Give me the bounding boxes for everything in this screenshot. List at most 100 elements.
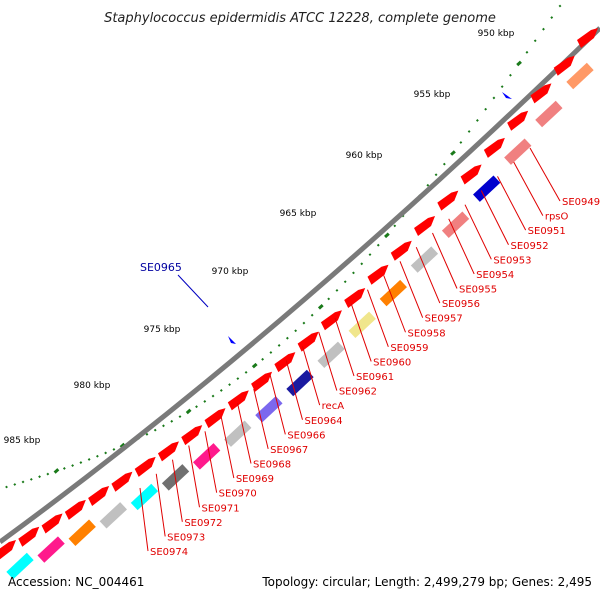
leader-line [383,275,406,333]
cds-arrow[interactable] [134,456,156,477]
feature-block[interactable] [224,420,252,447]
minor-tick-dot [542,27,545,31]
gene-label[interactable]: SE0971 [202,503,240,514]
gene-label[interactable]: rpsO [545,212,569,223]
leader-line [464,204,492,260]
leader-line [155,473,166,537]
gene-label[interactable]: SE0959 [390,343,428,354]
genome-backbone [0,26,600,545]
cds-arrow[interactable] [414,216,436,237]
gene-label[interactable]: SE0955 [459,285,497,296]
minor-tick-dot [558,4,562,8]
cds-arrow[interactable] [507,110,529,131]
gene-label[interactable]: SE0953 [493,255,531,266]
minor-tick-dot [79,461,83,464]
minor-tick-dot [153,428,157,432]
minor-tick-dot [500,85,504,89]
gene-label[interactable]: SE0974 [150,547,188,558]
feature-block[interactable] [193,443,221,470]
minor-tick-dot [533,39,537,43]
gene-label[interactable]: SE0970 [219,489,257,500]
feature-block[interactable] [566,62,594,90]
minor-tick-dot [285,336,289,340]
feature-block[interactable] [99,502,127,529]
gene-label[interactable]: SE0967 [270,445,308,456]
cds-arrow[interactable] [64,499,86,520]
gene-label[interactable]: SE0964 [305,416,343,427]
cds-arrow[interactable] [553,55,575,76]
gene-label[interactable]: SE0961 [356,372,394,383]
cds-arrow[interactable] [367,264,389,285]
cds-arrow[interactable] [577,28,598,48]
cds-arrow[interactable] [181,425,203,446]
highlight-leader-line [177,274,209,308]
cds-arrow[interactable] [483,137,505,158]
feature-block[interactable] [130,483,159,511]
feature-tracks [0,28,598,580]
tick-label: 980 kbp [74,381,111,391]
cds-arrow[interactable] [320,310,342,331]
cds-arrow[interactable] [18,526,40,547]
gene-label[interactable]: SE0966 [287,430,325,441]
cds-arrow[interactable] [227,390,249,411]
cds-arrow[interactable] [297,331,319,352]
gene-label[interactable]: SE0973 [167,532,205,543]
cds-arrow[interactable] [251,371,273,392]
leader-line [204,431,218,493]
gene-label[interactable]: SE0962 [339,387,377,398]
feature-block[interactable] [255,396,283,423]
cds-arrow[interactable] [460,164,482,185]
minor-tick-dot [211,394,215,398]
minor-tick-dot [335,288,339,292]
feature-block[interactable] [410,246,439,273]
gene-label-se0965[interactable]: SE0965 [140,261,182,274]
feature-block[interactable] [317,341,345,369]
gene-label[interactable]: SE0972 [184,518,222,529]
feature-block[interactable] [379,279,407,307]
feature-block[interactable] [504,138,532,165]
leader-line [220,417,235,479]
gene-label[interactable]: SE0968 [253,460,291,471]
cds-arrow[interactable] [390,240,412,261]
cds-arrow[interactable] [530,83,552,104]
feature-block[interactable] [473,175,501,202]
leader-line [513,161,544,216]
feature-block[interactable] [37,536,65,563]
gene-label[interactable]: SE0958 [408,328,446,339]
cds-arrow[interactable] [41,513,63,534]
minor-tick-dot [302,321,306,325]
major-tick [53,468,60,474]
minor-tick-dot [104,451,108,455]
feature-block[interactable] [441,211,470,238]
gene-label[interactable]: SE0960 [373,357,411,368]
cds-arrow[interactable] [274,352,296,373]
minor-tick-dot [509,73,512,77]
cds-arrow[interactable] [204,408,226,429]
gene-label[interactable]: SE0956 [442,299,480,310]
gene-label[interactable]: SE0969 [236,474,274,485]
minor-tick-dot [236,377,240,381]
minor-tick-dot [459,141,463,144]
cds-arrow[interactable] [157,441,179,462]
cds-arrow[interactable] [111,471,133,492]
feature-block[interactable] [535,100,563,128]
feature-block[interactable] [6,552,34,580]
gene-label[interactable]: SE0949 [562,197,600,208]
minor-tick-dot [327,297,331,301]
leader-line [432,232,458,289]
minor-tick-dot [352,271,355,275]
gene-label[interactable]: SE0951 [528,226,566,237]
accession-label: Accession: NC_004461 [8,575,144,589]
feature-block[interactable] [348,311,376,339]
cds-arrow[interactable] [344,287,366,308]
gene-label[interactable]: SE0952 [511,241,549,252]
gene-label[interactable]: recA [322,401,345,412]
gene-label[interactable]: SE0954 [476,270,514,281]
feature-block[interactable] [68,519,96,546]
cds-arrow[interactable] [0,540,16,560]
cds-arrow[interactable] [437,190,459,211]
feature-block[interactable] [286,369,314,397]
minor-tick-dot [484,107,488,111]
cds-arrow[interactable] [88,486,110,507]
gene-label[interactable]: SE0957 [425,314,463,325]
